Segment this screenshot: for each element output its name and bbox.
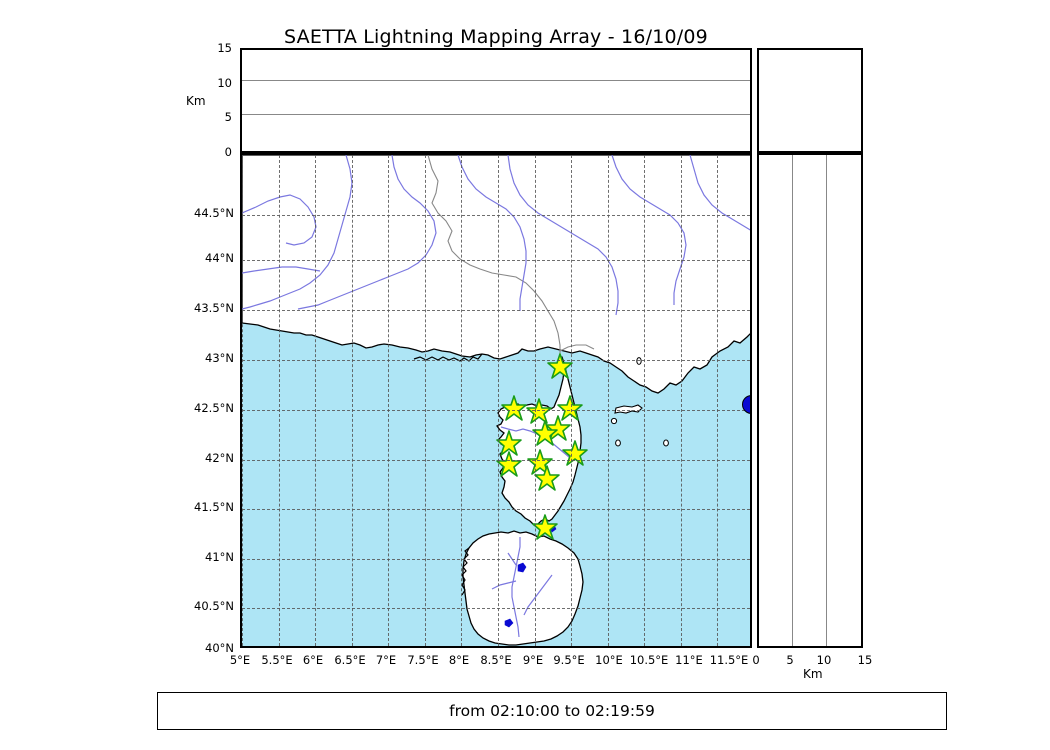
gridline-alt-10 bbox=[242, 80, 750, 81]
island-capraia bbox=[636, 357, 642, 365]
lon-tick-8.5: 8.5°E bbox=[480, 653, 512, 667]
lon-tick-6.5: 6.5°E bbox=[334, 653, 366, 667]
station-star bbox=[526, 398, 552, 424]
alt-tick-10: 10 bbox=[217, 76, 232, 90]
gridline-lat-42.5 bbox=[242, 410, 750, 411]
lat-tick-43: 43°N bbox=[205, 351, 234, 365]
island-montecristo bbox=[615, 439, 621, 447]
distance-axis-label: Km bbox=[803, 667, 823, 681]
lat-tick-42: 42°N bbox=[205, 451, 234, 465]
gridline-lat-41 bbox=[242, 559, 750, 560]
alt-tick-5: 5 bbox=[224, 110, 232, 124]
station-star bbox=[562, 440, 588, 466]
coastline-sardinia-west-detail bbox=[461, 547, 470, 596]
gridline-lat-41.5 bbox=[242, 509, 750, 510]
lat-tick-40: 40°N bbox=[205, 641, 234, 655]
lat-tick-41.5: 41.5°N bbox=[194, 500, 234, 514]
lat-tick-42.5: 42.5°N bbox=[194, 401, 234, 415]
gridline-lon-5 bbox=[242, 155, 243, 646]
gridline-dist-10 bbox=[826, 155, 827, 646]
gridline-lat-43.5 bbox=[242, 310, 750, 311]
lake-southern bbox=[504, 618, 514, 628]
station-star bbox=[532, 514, 558, 540]
dist-tick-5: 5 bbox=[786, 653, 794, 667]
station-star bbox=[532, 420, 558, 446]
lon-tick-9.5: 9.5°E bbox=[553, 653, 585, 667]
station-star bbox=[534, 465, 560, 491]
lon-tick-10.5: 10.5°E bbox=[629, 653, 669, 667]
gridline-lon-8 bbox=[461, 155, 462, 646]
page-title: SAETTA Lightning Mapping Array - 16/10/0… bbox=[284, 26, 708, 48]
alt-tick-0: 0 bbox=[224, 145, 232, 159]
station-star bbox=[547, 353, 573, 379]
gridline-lon-6 bbox=[315, 155, 316, 646]
border-layer bbox=[427, 155, 595, 355]
station-star bbox=[496, 451, 522, 477]
map-panel[interactable] bbox=[240, 153, 752, 648]
altitude-distance-panel bbox=[757, 153, 863, 648]
lon-tick-11.5: 11.5°E bbox=[709, 653, 749, 667]
lon-tick-9: 9°E bbox=[522, 653, 544, 667]
coastline-sardinia bbox=[462, 530, 584, 646]
lon-tick-11: 11°E bbox=[675, 653, 703, 667]
lon-tick-7.5: 7.5°E bbox=[407, 653, 439, 667]
lon-tick-6: 6°E bbox=[302, 653, 324, 667]
alt-tick-15: 15 bbox=[217, 41, 232, 55]
map-canvas[interactable] bbox=[242, 155, 750, 646]
lon-tick-5.5: 5.5°E bbox=[261, 653, 293, 667]
island-giglio bbox=[663, 439, 669, 447]
lat-tick-40.5: 40.5°N bbox=[194, 599, 234, 613]
gridline-lon-7 bbox=[388, 155, 389, 646]
gridline-lon-10 bbox=[608, 155, 609, 646]
geography-layer bbox=[242, 155, 750, 646]
dist-tick-0: 0 bbox=[752, 653, 760, 667]
station-star bbox=[557, 395, 583, 421]
gridline-lat-43 bbox=[242, 360, 750, 361]
gridline-lon-10.5 bbox=[644, 155, 645, 646]
dist-tick-10: 10 bbox=[816, 653, 832, 667]
lon-tick-10: 10°E bbox=[595, 653, 623, 667]
dist-tick-15: 15 bbox=[857, 653, 873, 667]
lon-tick-8: 8°E bbox=[448, 653, 470, 667]
gridline-lon-11.5 bbox=[717, 155, 718, 646]
gridline-lon-8.5 bbox=[498, 155, 499, 646]
gridline-lon-9 bbox=[535, 155, 536, 646]
lat-tick-41: 41°N bbox=[205, 550, 234, 564]
gridline-lon-11 bbox=[681, 155, 682, 646]
gridline-lon-9.5 bbox=[571, 155, 572, 646]
gridline-lat-42 bbox=[242, 460, 750, 461]
gridline-dist-5 bbox=[792, 155, 793, 646]
time-range-text: from 02:10:00 to 02:19:59 bbox=[449, 702, 655, 720]
lon-tick-5: 5°E bbox=[229, 653, 251, 667]
gridline-lon-5.5 bbox=[279, 155, 280, 646]
gridline-lat-40.5 bbox=[242, 608, 750, 609]
gridline-alt-5 bbox=[242, 114, 750, 115]
lon-tick-7: 7°E bbox=[375, 653, 397, 667]
altitude-axis-label: Km bbox=[186, 94, 206, 108]
gridline-lon-6.5 bbox=[352, 155, 353, 646]
time-range-status-bar: from 02:10:00 to 02:19:59 bbox=[157, 692, 947, 730]
gridline-lat-44 bbox=[242, 260, 750, 261]
island-elba bbox=[614, 404, 643, 414]
gridline-lon-7.5 bbox=[425, 155, 426, 646]
altitude-time-panel bbox=[240, 48, 752, 153]
lat-tick-44.5: 44.5°N bbox=[194, 206, 234, 220]
station-markers-layer bbox=[496, 353, 588, 540]
lat-tick-44: 44°N bbox=[205, 251, 234, 265]
altitude-corner-panel bbox=[757, 48, 863, 153]
station-star bbox=[501, 395, 527, 421]
coastline-riviera-detail bbox=[413, 353, 483, 362]
station-star bbox=[496, 430, 522, 456]
lake-omodeo bbox=[517, 562, 527, 573]
gridline-lat-44.5 bbox=[242, 215, 750, 216]
lat-tick-43.5: 43.5°N bbox=[194, 301, 234, 315]
island-pianosa bbox=[610, 417, 618, 425]
